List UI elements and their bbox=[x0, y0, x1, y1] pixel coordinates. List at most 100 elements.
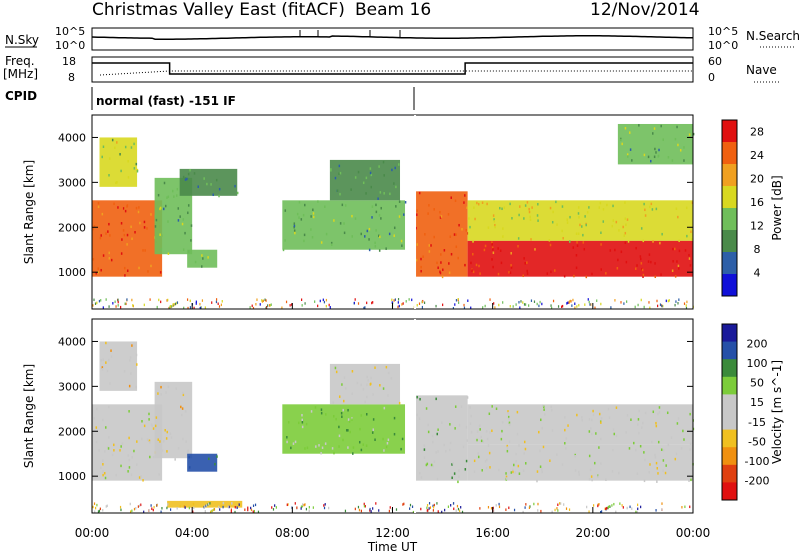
colorbar-label: Velocity [m s^-1] bbox=[770, 360, 784, 464]
echo-speckle bbox=[374, 438, 376, 442]
echo-speckle bbox=[625, 431, 627, 434]
noise-speckle bbox=[169, 508, 172, 511]
colorbar-swatch bbox=[722, 482, 737, 501]
colorbar-tick-label: -15 bbox=[748, 416, 766, 429]
noise-speckle bbox=[363, 502, 365, 506]
x-tick-label: 00:00 bbox=[75, 526, 110, 540]
noise-speckle bbox=[640, 505, 642, 509]
echo-speckle bbox=[170, 436, 173, 439]
echo-speckle bbox=[431, 434, 434, 438]
echo-speckle bbox=[662, 138, 664, 141]
colorbar-tick-label: -200 bbox=[745, 474, 770, 487]
echo-speckle bbox=[383, 192, 385, 195]
echo-speckle bbox=[605, 478, 607, 481]
echo-speckle bbox=[689, 442, 692, 446]
echo-speckle bbox=[652, 410, 655, 414]
echo-speckle bbox=[120, 169, 122, 173]
echo-speckle bbox=[437, 266, 439, 270]
echo-speckle bbox=[200, 265, 203, 268]
noise-speckle bbox=[213, 508, 216, 511]
echo-speckle bbox=[497, 468, 500, 472]
echo-speckle bbox=[524, 204, 527, 207]
noise-speckle bbox=[100, 299, 102, 302]
noise-speckle bbox=[206, 504, 208, 507]
echo-speckle bbox=[181, 413, 183, 417]
echo-speckle bbox=[613, 432, 616, 436]
echo-speckle bbox=[519, 205, 521, 208]
echo-speckle bbox=[600, 231, 602, 235]
colorbar-swatch bbox=[722, 447, 737, 466]
noise-speckle bbox=[254, 503, 257, 507]
echo-speckle bbox=[465, 425, 468, 429]
noise-speckle bbox=[433, 506, 435, 509]
echo-speckle bbox=[624, 231, 627, 235]
echo-speckle bbox=[310, 228, 312, 231]
y-tick-label: 4000 bbox=[58, 335, 86, 348]
echo-speckle bbox=[184, 178, 187, 181]
echo-speckle bbox=[430, 463, 433, 467]
echo-speckle bbox=[599, 201, 602, 205]
noise-speckle bbox=[94, 506, 97, 510]
echo-speckle bbox=[492, 214, 495, 217]
echo-speckle bbox=[469, 225, 471, 229]
echo-speckle bbox=[146, 227, 148, 230]
noise-speckle bbox=[153, 505, 155, 509]
echo-speckle bbox=[650, 260, 652, 264]
echo-speckle bbox=[515, 459, 517, 463]
cpid-text: normal (fast) -151 IF bbox=[96, 94, 236, 108]
echo-speckle bbox=[671, 159, 674, 162]
echo-speckle bbox=[543, 405, 545, 409]
echo-speckle bbox=[455, 245, 458, 249]
noise-speckle bbox=[265, 306, 267, 310]
echo-speckle bbox=[549, 243, 552, 247]
echo-speckle bbox=[97, 267, 100, 270]
echo-speckle bbox=[437, 428, 439, 431]
echo-speckle bbox=[675, 452, 678, 456]
noise-speckle bbox=[120, 508, 122, 512]
noise-speckle bbox=[661, 502, 663, 505]
echo-speckle bbox=[334, 176, 337, 180]
echo-speckle bbox=[691, 201, 694, 205]
echo-speckle bbox=[184, 231, 186, 235]
y-tick-label: 2000 bbox=[58, 425, 86, 438]
echo-speckle bbox=[354, 217, 357, 220]
echo-speckle bbox=[683, 438, 685, 441]
echo-speckle bbox=[366, 383, 368, 387]
colorbar-swatch bbox=[722, 394, 737, 413]
colorbar-swatch bbox=[722, 341, 737, 360]
echo-speckle bbox=[605, 272, 607, 275]
echo-speckle bbox=[164, 428, 166, 432]
noise-speckle bbox=[615, 510, 617, 514]
noise-speckle bbox=[323, 504, 325, 507]
echo-speckle bbox=[152, 455, 155, 459]
echo-speckle bbox=[135, 162, 138, 166]
nave-tick-high: 60 bbox=[708, 55, 722, 68]
noise-speckle bbox=[219, 508, 221, 511]
echo-speckle bbox=[138, 476, 141, 479]
noise-speckle bbox=[228, 505, 230, 509]
echo-speckle bbox=[582, 241, 585, 244]
echo-speckle bbox=[120, 252, 123, 255]
echo-speckle bbox=[525, 462, 527, 465]
noise-speckle bbox=[637, 303, 639, 307]
echo-speckle bbox=[332, 401, 335, 404]
echo-speckle bbox=[643, 451, 645, 454]
echo-speckle bbox=[298, 421, 300, 425]
noise-speckle bbox=[156, 305, 158, 309]
noise-speckle bbox=[619, 502, 621, 505]
echo-speckle bbox=[491, 429, 493, 433]
echo-speckle bbox=[598, 446, 600, 449]
echo-speckle bbox=[654, 453, 656, 457]
echo-speckle bbox=[589, 468, 592, 472]
colorbar-tick-label: 4 bbox=[754, 267, 761, 280]
noise-speckle bbox=[93, 502, 96, 505]
echo-speckle bbox=[455, 233, 457, 236]
echo-speckle bbox=[630, 418, 632, 421]
noise-speckle bbox=[574, 306, 576, 309]
echo-speckle bbox=[464, 263, 466, 267]
echo-speckle bbox=[218, 194, 220, 198]
noise-speckle bbox=[143, 303, 145, 307]
noise-speckle bbox=[610, 306, 612, 309]
echo-speckle bbox=[551, 408, 553, 412]
echo-speckle bbox=[116, 141, 118, 144]
